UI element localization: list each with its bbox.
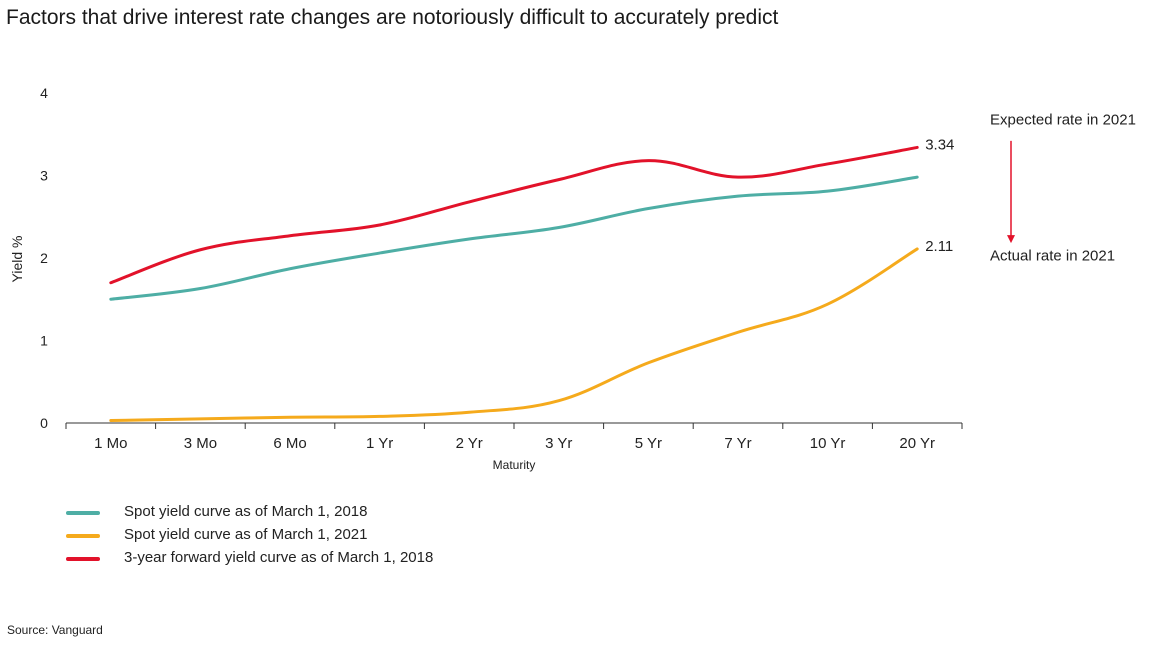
series-line-spot_2018	[109, 175, 919, 301]
y-tick-label: 0	[40, 415, 48, 431]
series-lines	[109, 145, 919, 423]
x-axis-ticks: 1 Mo 3 Mo 6 Mo 1 Yr 2 Yr 3 Yr 5 Yr 7 Yr 10 Yr 20 …	[65, 423, 963, 452]
chart-area: 0 1 2 3 4 1 Mo 3 Mo 6 Mo 1 Yr 2 Yr 3 Yr 5 Yr 7 Yr 10…	[9, 85, 1136, 472]
y-axis-title: Yield %	[9, 236, 25, 283]
x-tick-label: 7 Yr	[724, 435, 751, 452]
series-line-spot_2021	[109, 247, 919, 423]
x-axis-title: Maturity	[493, 458, 536, 472]
y-axis-ticks: 0 1 2 3 4	[40, 85, 48, 431]
y-tick-label: 4	[40, 85, 48, 101]
legend-label: 3-year forward yield curve as of March 1…	[124, 549, 434, 566]
series-line-forward_2018	[109, 145, 919, 285]
x-tick-label: 6 Mo	[273, 435, 306, 452]
x-tick-label: 3 Yr	[545, 435, 572, 452]
legend-swatch-forward-2018	[66, 557, 100, 561]
x-tick-label: 5 Yr	[635, 435, 662, 452]
y-tick-label: 3	[40, 168, 48, 184]
legend-swatch-spot-2018	[66, 511, 100, 515]
end-value-label: 2.11	[925, 238, 953, 255]
legend-label: Spot yield curve as of March 1, 2018	[124, 503, 368, 520]
end-value-label: 3.34	[925, 136, 954, 153]
expected-rate-annotation: Expected rate in 2021	[990, 111, 1136, 128]
x-tick-label: 3 Mo	[184, 435, 217, 452]
rate-change-arrowhead	[1007, 235, 1015, 244]
x-tick-label: 1 Yr	[366, 435, 393, 452]
legend-label: Spot yield curve as of March 1, 2021	[124, 526, 368, 543]
legend-swatch-spot-2021	[66, 534, 100, 538]
x-tick-label: 1 Mo	[94, 435, 127, 452]
x-tick-label: 2 Yr	[456, 435, 483, 452]
x-tick-label: 10 Yr	[810, 435, 846, 452]
source-note: Source: Vanguard	[7, 623, 103, 637]
actual-rate-annotation: Actual rate in 2021	[990, 247, 1115, 264]
y-tick-label: 1	[40, 333, 48, 349]
x-tick-label: 20 Yr	[899, 435, 935, 452]
end-labels: 2.11 3.34	[925, 136, 954, 254]
chart-title: Factors that drive interest rate changes…	[6, 6, 779, 29]
y-tick-label: 2	[40, 250, 48, 266]
